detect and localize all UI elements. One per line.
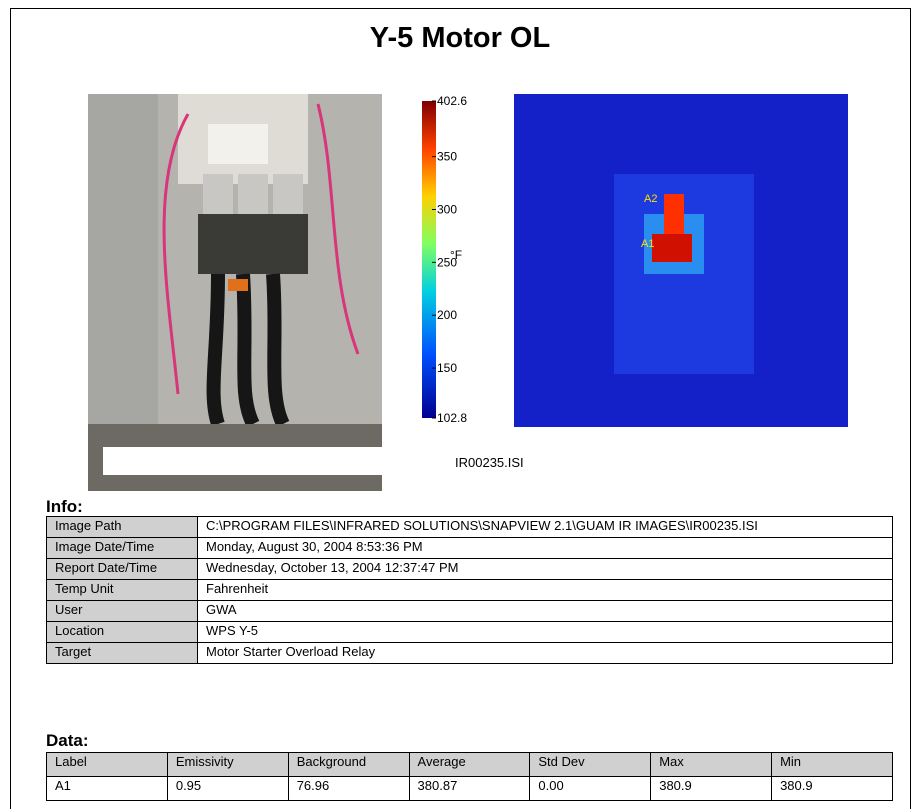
- colorbar-tick-label: 250: [437, 255, 457, 269]
- report-title: Y-5 Motor OL: [369, 22, 551, 54]
- info-table: Image Path C:\PROGRAM FILES\INFRARED SOLU…: [46, 516, 893, 664]
- data-cell: 380.9: [771, 776, 893, 801]
- unit: °F: [450, 248, 462, 262]
- info-key: Target: [46, 642, 198, 664]
- column-header: Background: [287, 752, 410, 777]
- colorbar-tick-label: 300: [437, 202, 457, 216]
- column-header: Max: [650, 752, 773, 777]
- info-key: Image Date/Time: [46, 537, 198, 559]
- data-cell: 0.95: [166, 776, 289, 801]
- info-value: C:\PROGRAM FILES\INFRARED SOLUTIONS\SNAP…: [197, 516, 893, 538]
- info-heading: Info:: [46, 497, 83, 516]
- info-key: Report Date/Time: [46, 558, 198, 580]
- column-header: Label: [46, 752, 168, 777]
- marker: A1: [641, 238, 654, 250]
- data-cell: 0.00: [529, 776, 652, 801]
- column-header: Average: [408, 752, 531, 777]
- data-cell: 380.87: [408, 776, 531, 801]
- data-cell: 380.9: [650, 776, 773, 801]
- info-row: Image Date/Time Monday, August 30, 2004 8…: [46, 537, 893, 559]
- report-border: [10, 8, 911, 809]
- data-table: Label Emissivity Background Average Std Dev M…: [46, 752, 893, 801]
- info-value: GWA: [197, 600, 893, 622]
- info-row: User GWA: [46, 600, 893, 622]
- info-value: WPS Y-5: [197, 621, 893, 643]
- info-row: Location WPS Y-5: [46, 621, 893, 643]
- colorbar-tick-label: 200: [437, 308, 457, 322]
- info-key: Image Path: [46, 516, 198, 538]
- colorbar-tick-label: 402.6: [437, 94, 467, 108]
- colorbar: °F 402.6 350 300 250 200 150 102.8: [422, 94, 467, 425]
- data-row: A1 0.95 76.96 380.87 0.00 380.9 380.9: [46, 776, 893, 801]
- colorbar-tick-label: 350: [437, 150, 457, 164]
- info-key: User: [46, 600, 198, 622]
- info-row: Temp Unit Fahrenheit: [46, 579, 893, 601]
- column-header: Min: [771, 752, 893, 777]
- colorbar-tick-label: 150: [437, 361, 457, 375]
- info-row: Image Path C:\PROGRAM FILES\INFRARED SOLU…: [46, 516, 893, 538]
- info-row: Report Date/Time Wednesday, October 13, 2…: [46, 558, 893, 580]
- info-key: Location: [46, 621, 198, 643]
- marker: A2: [644, 193, 657, 205]
- data-cell: 76.96: [287, 776, 410, 801]
- info-row: Target Motor Starter Overload Relay: [46, 642, 893, 664]
- column-header: Emissivity: [166, 752, 289, 777]
- header-row: Label Emissivity Background Average Std Dev M…: [46, 752, 893, 777]
- info-value: Wednesday, October 13, 2004 12:37:47 PM: [197, 558, 893, 580]
- info-value: Motor Starter Overload Relay: [197, 642, 893, 664]
- ir-image: A2 A1: [514, 94, 848, 427]
- colorbar-tick-label: 102.8: [437, 411, 467, 425]
- info-key: Temp Unit: [46, 579, 198, 601]
- photo: [88, 94, 382, 491]
- data-cell: A1: [46, 776, 168, 801]
- info-value: Monday, August 30, 2004 8:53:36 PM: [197, 537, 893, 559]
- data-heading: Data:: [46, 731, 89, 750]
- info-value: Fahrenheit: [197, 579, 893, 601]
- column-header: Std Dev: [529, 752, 652, 777]
- ir-caption: IR00235.ISI: [455, 455, 524, 470]
